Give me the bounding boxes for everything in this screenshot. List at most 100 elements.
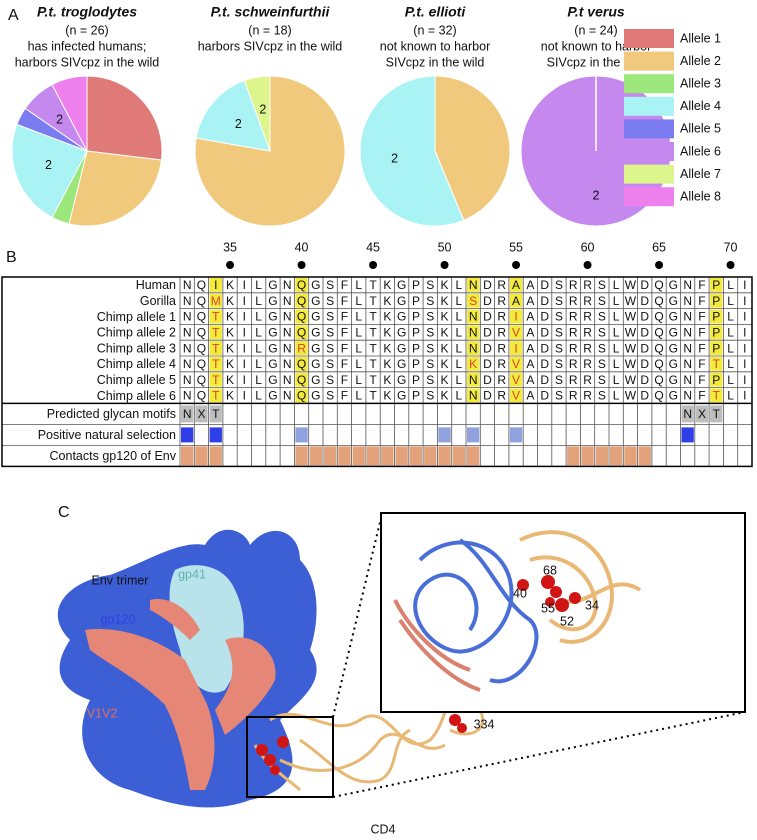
residue: Q — [297, 310, 306, 324]
residue: G — [311, 325, 320, 339]
legend-swatch — [624, 29, 674, 48]
residue: R — [497, 373, 506, 387]
residue: D — [483, 278, 492, 292]
residue: R — [297, 341, 306, 355]
residue: L — [456, 357, 463, 371]
annotation-cell — [181, 427, 194, 443]
residue: W — [625, 294, 637, 308]
residue: L — [613, 389, 620, 403]
residue: N — [469, 325, 478, 339]
legend-swatch — [624, 74, 674, 94]
residue: R — [583, 357, 592, 371]
residue: T — [369, 278, 377, 292]
residue: K — [383, 373, 391, 387]
residue: G — [397, 310, 406, 324]
residue: R — [583, 389, 592, 403]
residue: I — [743, 341, 746, 355]
residue: L — [727, 341, 734, 355]
label: gp41 — [178, 567, 206, 581]
residue: L — [613, 310, 620, 324]
residue: K — [441, 278, 449, 292]
inset-label: 52 — [560, 614, 574, 628]
legend-label: Allele 1 — [680, 31, 721, 45]
residue: S — [598, 389, 606, 403]
pie-note: SIVcpz in the wild — [547, 55, 646, 69]
residue: G — [268, 278, 277, 292]
residue: L — [255, 341, 262, 355]
residue: S — [326, 373, 334, 387]
zoom-line — [332, 513, 383, 718]
residue: P — [412, 357, 420, 371]
residue: D — [640, 389, 649, 403]
residue: P — [712, 341, 720, 355]
residue: N — [283, 325, 292, 339]
residue: P — [712, 373, 720, 387]
residue: I — [214, 278, 217, 292]
residue: G — [268, 310, 277, 324]
residue: K — [383, 294, 391, 308]
row-label: Chimp allele 6 — [97, 389, 176, 403]
residue: L — [727, 389, 734, 403]
residue: T — [212, 357, 220, 371]
residue: S — [555, 294, 563, 308]
v1v2-surface — [215, 637, 276, 735]
annotation-cell — [409, 446, 423, 466]
residue: G — [669, 373, 678, 387]
panel-label: B — [6, 249, 17, 266]
residue: T — [369, 294, 377, 308]
residue: L — [355, 389, 362, 403]
highlight — [209, 372, 222, 387]
residue: S — [326, 341, 334, 355]
residue: R — [583, 294, 592, 308]
residue: L — [613, 278, 620, 292]
slice-label: 2 — [593, 188, 600, 202]
inset-label: 55 — [541, 601, 555, 615]
residue: K — [441, 325, 449, 339]
legend-label: Allele 6 — [680, 144, 721, 158]
residue: S — [426, 294, 434, 308]
residue: A — [526, 310, 534, 324]
residue: D — [640, 278, 649, 292]
residue: D — [640, 357, 649, 371]
residue: Q — [197, 325, 206, 339]
annotation-cell — [452, 446, 465, 466]
residue: I — [743, 373, 746, 387]
residue: F — [341, 310, 348, 324]
ruler-label: 60 — [581, 240, 595, 254]
highlight — [467, 293, 480, 308]
ruler-label: 40 — [295, 240, 309, 254]
highlight — [509, 309, 523, 324]
residue: T — [369, 357, 377, 371]
label: Env trimer — [92, 573, 149, 587]
annotation-cell — [338, 446, 351, 466]
residue: A — [526, 389, 534, 403]
ruler-label: 65 — [652, 240, 666, 254]
highlight — [710, 278, 723, 292]
residue: S — [598, 310, 606, 324]
residue: T — [212, 341, 220, 355]
residue: I — [743, 278, 746, 292]
residue: K — [441, 310, 449, 324]
motif-letter: T — [212, 407, 220, 421]
residue: L — [255, 357, 262, 371]
residue: N — [469, 310, 478, 324]
ruler-dot — [726, 261, 735, 269]
residue: I — [243, 325, 246, 339]
residue: N — [283, 294, 292, 308]
residue: R — [497, 310, 506, 324]
residue: N — [183, 310, 192, 324]
residue: V — [512, 389, 520, 403]
residue: G — [669, 325, 678, 339]
residue: N — [683, 389, 692, 403]
residue: P — [412, 389, 420, 403]
legend-swatch — [624, 51, 674, 71]
residue: G — [311, 357, 320, 371]
residue: I — [743, 389, 746, 403]
residue: K — [441, 357, 449, 371]
pie-title: P.t. troglodytes — [37, 4, 137, 20]
residue: K — [383, 389, 391, 403]
residue: G — [311, 341, 320, 355]
ruler-dot — [440, 261, 449, 269]
residue: K — [383, 325, 391, 339]
residue: S — [598, 278, 606, 292]
